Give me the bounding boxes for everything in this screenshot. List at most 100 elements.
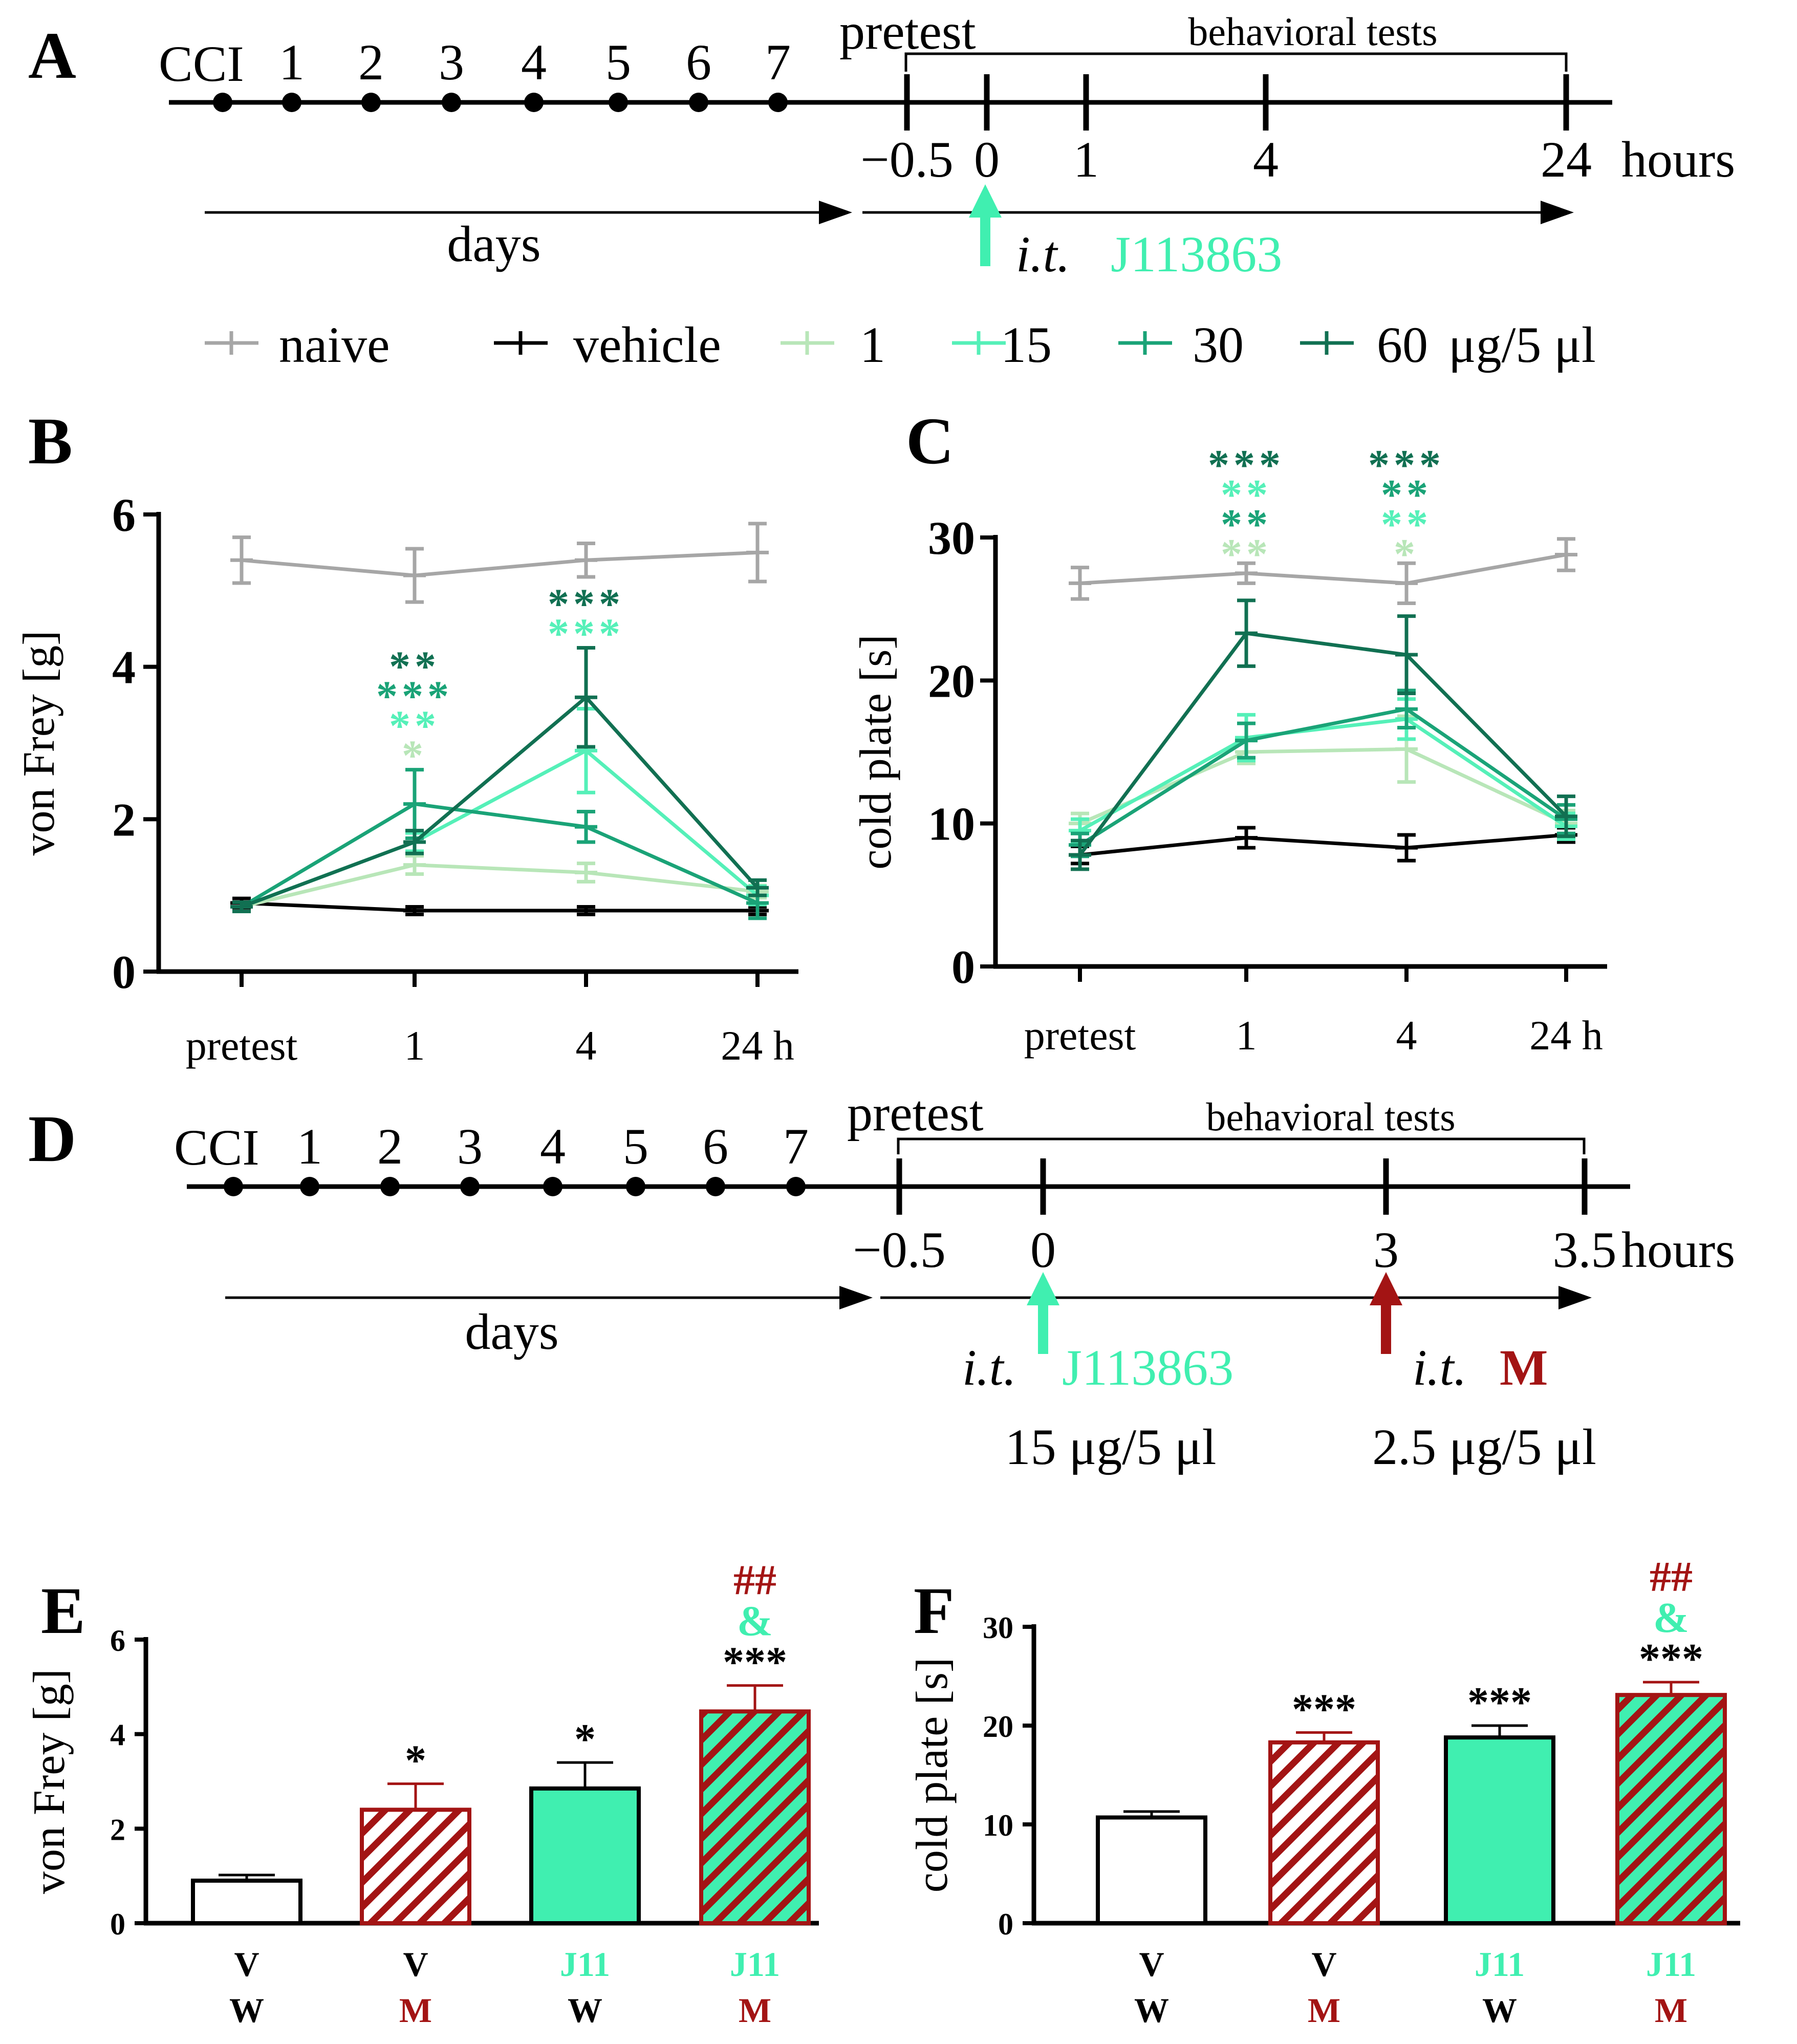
legend-d60-label: 60 [1377, 316, 1428, 373]
legend-unit-label: μg/5 μl [1448, 316, 1596, 373]
bar [1096, 1815, 1207, 1925]
panel-a-drug-label: J113863 [1111, 226, 1282, 283]
legend-d15-label: 15 [1001, 316, 1052, 373]
panel-d-dose1-label: 15 μg/5 μl [1005, 1418, 1217, 1475]
x-tick-label: 1 [1236, 1012, 1257, 1059]
panel-f-letter: F [914, 1574, 954, 1648]
significance-stars: ** [389, 702, 440, 750]
bar-category-bottom: W [1482, 1991, 1517, 2030]
panel-d-dose2-label: 2.5 μg/5 μl [1372, 1418, 1596, 1475]
panel-a-day-label: 1 [279, 34, 305, 91]
panel-d-day-label: 4 [540, 1118, 566, 1175]
bar-category-bottom: M [399, 1991, 432, 2030]
panel-a-hour-ticks: −0.5 0 1 4 24 [860, 74, 1592, 188]
panel-a-hour-label: 4 [1253, 131, 1279, 188]
y-tick-label: 6 [112, 489, 136, 541]
panel-d-day-label: 6 [703, 1118, 728, 1175]
bar-category-bottom: M [1308, 1991, 1340, 2030]
x-tick-label: 24 h [1529, 1012, 1603, 1059]
bar-category-top: J11 [1475, 1945, 1525, 1984]
bar [699, 1709, 811, 1925]
legend-naive-label: naive [279, 316, 390, 373]
y-tick-label: 0 [112, 946, 136, 998]
x-tick-label: 24 h [721, 1022, 794, 1069]
significance-stars: *** [548, 610, 624, 657]
bar-category-bottom: W [1134, 1991, 1169, 2030]
bar-category-top: V [403, 1945, 428, 1984]
series-d30-line [1079, 707, 1567, 847]
panel-a-days-label: days [447, 216, 540, 272]
panel-d-behavioral-bracket [897, 1137, 1586, 1154]
bar-category-bottom: M [1655, 1991, 1687, 2030]
panel-d-drug1-label: J113863 [1062, 1339, 1233, 1396]
panel-a-day-label: 5 [605, 34, 631, 91]
panel-d-behavioral-label: behavioral tests [1206, 1094, 1455, 1139]
panel-a-injection-arrow-icon [969, 184, 1002, 218]
panel-a-day-dot [524, 93, 544, 112]
panel-d-drug2-label: M [1500, 1339, 1548, 1396]
significance-mark: *** [723, 1639, 787, 1686]
y-axis-title: cold plate [s] [851, 634, 901, 869]
panel-a-hours-unit: hours [1621, 131, 1735, 188]
panel-d-hours-unit: hours [1621, 1221, 1735, 1278]
panel-e-letter: E [41, 1574, 85, 1648]
panel-d-day-dot [706, 1177, 725, 1196]
bar-category-top: V [234, 1945, 259, 1984]
panel-c-letter: C [906, 404, 954, 478]
series-vehicle-line [1079, 833, 1567, 857]
panel-a-day-dot [768, 93, 788, 112]
x-tick-label: 4 [1396, 1012, 1417, 1059]
series-d15-line [1079, 717, 1567, 832]
panel-d-cci-dot [224, 1177, 243, 1196]
legend-vehicle-label: vehicle [573, 316, 721, 373]
panel-d-hours-arrowhead [1558, 1286, 1592, 1309]
significance-mark: & [1653, 1594, 1689, 1642]
significance-stars: * [402, 732, 427, 780]
panel-d-hour-ticks: −0.5 0 3 3.5 [853, 1158, 1617, 1278]
significance-mark: * [574, 1715, 596, 1763]
panel-a-day-dot [282, 93, 301, 112]
y-tick-label: 0 [998, 1907, 1013, 1941]
y-tick-label: 30 [928, 512, 975, 564]
bar [191, 1878, 302, 1925]
series-d1-line [241, 863, 758, 909]
bar [1615, 1693, 1727, 1925]
panel-d-day-dot [626, 1177, 645, 1196]
panel-a-hour-label: 0 [974, 131, 1000, 188]
y-tick-label: 0 [951, 941, 975, 993]
panel-d-it2-label: i.t. [1413, 1339, 1467, 1396]
panel-a-day-dot [689, 93, 708, 112]
significance-mark: ## [1650, 1553, 1693, 1601]
y-tick-label: 30 [983, 1611, 1013, 1645]
panel-d-it1-label: i.t. [962, 1339, 1016, 1396]
panel-d-day-dot [300, 1177, 319, 1196]
panel-d-day-label: 1 [297, 1118, 322, 1175]
panel-d-j11-arrow-icon [1027, 1272, 1059, 1305]
panel-d-day-dot [380, 1177, 400, 1196]
panel-a-day-label: 3 [439, 34, 464, 91]
y-axis-title: von Frey [g] [25, 1669, 74, 1894]
series-d60-line [1078, 631, 1568, 856]
significance-stars: ** [1381, 501, 1432, 548]
x-tick-label: pretest [186, 1022, 298, 1069]
series-vehicle-line [241, 901, 757, 913]
series-naive-line [1079, 553, 1567, 585]
significance-stars: *** [1208, 441, 1285, 489]
panel-b-letter: B [28, 404, 73, 478]
y-tick-label: 10 [983, 1809, 1013, 1842]
panel-a-letter: A [28, 19, 76, 93]
panel-d-pretest-label: pretest [847, 1085, 984, 1142]
panel-d-letter: D [28, 1102, 76, 1176]
panel-a-hour-label: −0.5 [860, 131, 953, 188]
panel-d-day-label: 7 [783, 1118, 809, 1175]
x-tick-label: 1 [404, 1022, 425, 1069]
bar [529, 1786, 641, 1926]
y-tick-label: 20 [928, 655, 975, 707]
bar-category-top: J11 [730, 1945, 780, 1984]
panel-a-day-dot [442, 93, 461, 112]
